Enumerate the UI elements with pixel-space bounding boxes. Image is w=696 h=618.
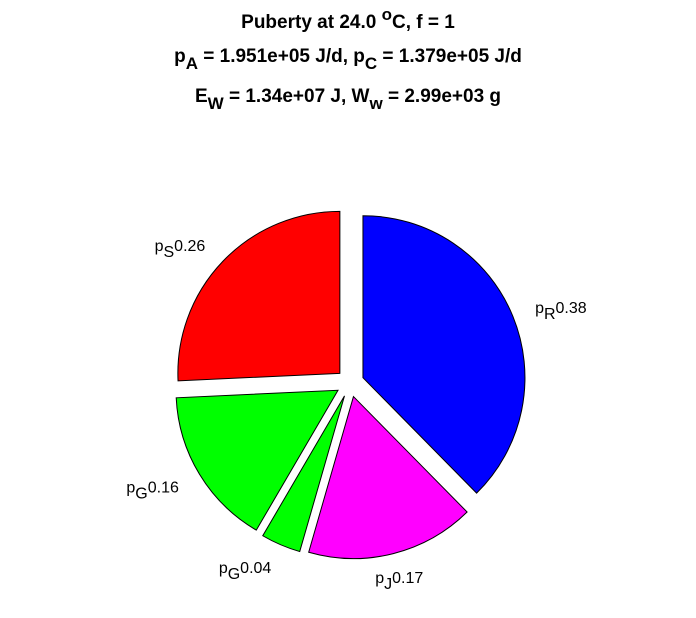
pie-slice: [175, 389, 339, 531]
label-value: 0.16: [148, 480, 179, 497]
title-part: A: [186, 54, 198, 73]
title-part: w: [368, 94, 383, 113]
slice-label: pS0.26: [155, 238, 206, 261]
title-part: Puberty at 24.0: [241, 12, 381, 33]
label-base: p: [219, 560, 228, 577]
title-part: p: [174, 46, 186, 67]
title-part: = 1.379e+05 J/d: [377, 46, 522, 67]
label-sub: S: [164, 244, 175, 261]
title-part: E: [195, 86, 208, 107]
title-part: = 2.99e+03 g: [383, 86, 501, 107]
pie-slice: [362, 215, 526, 494]
label-sub: G: [135, 486, 147, 503]
title-part: = 1.951e+05 J/d, p: [198, 46, 365, 67]
label-value: 0.04: [240, 560, 271, 577]
label-sub: J: [384, 576, 392, 593]
title-part: = 1.34e+07 J, W: [224, 86, 370, 107]
label-sub: R: [544, 306, 556, 323]
title-part: o: [382, 5, 392, 24]
label-base: p: [375, 570, 384, 587]
pie-slice: [308, 395, 468, 559]
label-base: p: [535, 300, 544, 317]
label-value: 0.38: [556, 300, 587, 317]
label-value: 0.26: [174, 238, 205, 255]
slice-label: pG0.16: [126, 480, 179, 503]
title-part: W: [208, 94, 225, 113]
chart-title: Puberty at 24.0 oC, f = 1: [241, 5, 455, 33]
slice-label: pG0.04: [219, 560, 272, 583]
chart-title: EW = 1.34e+07 J, Ww = 2.99e+03 g: [195, 86, 501, 113]
title-part: C: [365, 54, 377, 73]
slice-label: pJ0.17: [375, 570, 423, 593]
slice-label: pR0.38: [535, 300, 587, 323]
chart-title: pA = 1.951e+05 J/d, pC = 1.379e+05 J/d: [174, 46, 522, 73]
label-value: 0.17: [392, 570, 423, 587]
label-sub: G: [228, 566, 240, 583]
label-base: p: [155, 238, 164, 255]
pie-slice: [262, 395, 345, 553]
title-part: C, f = 1: [392, 12, 455, 33]
label-base: p: [126, 480, 135, 497]
pie-slice: [177, 210, 341, 382]
